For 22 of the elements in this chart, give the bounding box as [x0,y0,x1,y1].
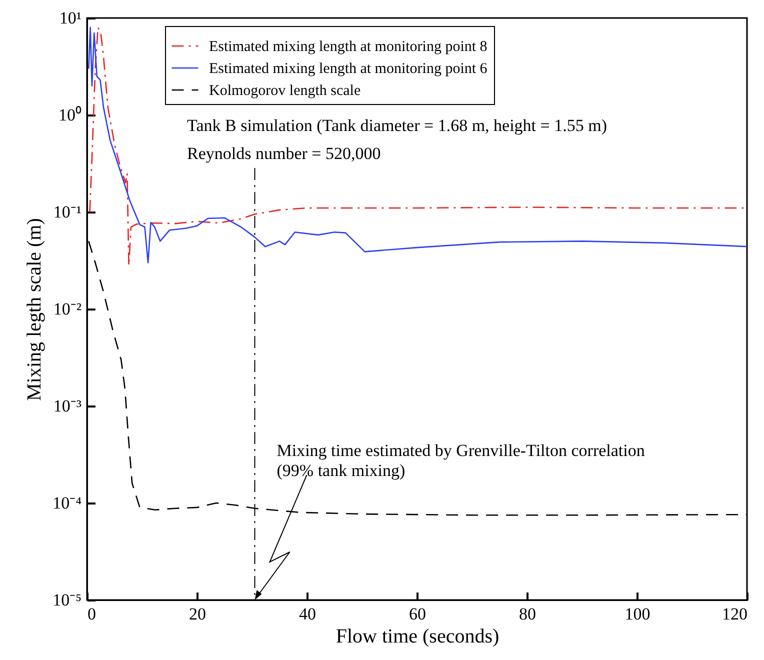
x-tick-label: 80 [519,604,536,624]
y-tick-label: 10⁻⁴ [52,494,82,512]
x-tick-label: 120 [722,604,748,624]
y-axis-title: Mixing legth scale (m) [24,218,46,401]
legend-label: Kolmogorov length scale [209,83,361,99]
x-tick-label: 20 [189,604,206,624]
annotation: Reynolds number = 520,000 [187,144,381,163]
x-tick-label: 60 [409,604,426,624]
y-tick-label: 10⁻⁵ [52,590,82,610]
x-axis-title: Flow time (seconds) [336,626,500,648]
y-tick-label: 10⁻² [53,300,82,318]
legend-label: Estimated mixing length at monitoring point 8 [209,39,488,55]
annotation: Mixing time estimated by Grenville-Tilton correlation (99% tank mixing) [276,441,646,480]
y-tick-label: 10⁰ [58,106,82,124]
x-tick-label: 100 [624,604,650,624]
x-tick-label: 40 [299,604,316,624]
y-tick-label: 10⁻³ [53,396,82,416]
annotation: Tank B simulation (Tank diameter = 1.68 m, height = 1.55 m) [187,116,608,135]
y-tick-label: 10¹ [59,8,82,28]
x-tick-label: 0 [88,604,96,624]
legend-label: Estimated mixing length at monitoring point 6 [209,61,488,77]
y-tick-label: 10⁻¹ [53,202,82,222]
